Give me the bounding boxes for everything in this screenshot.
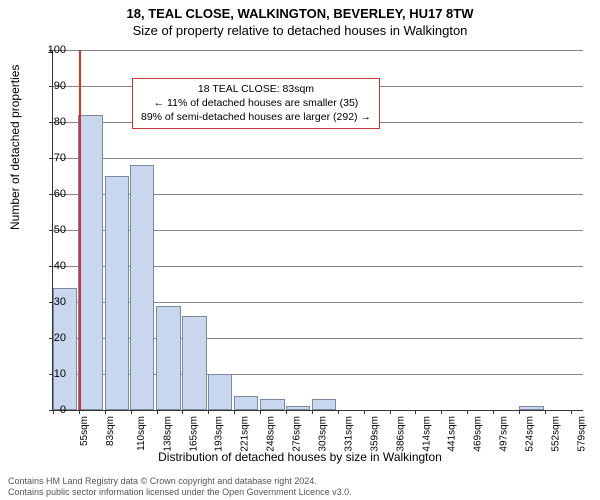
ytick-label: 100 [36,44,66,56]
footer-line2: Contains public sector information licen… [8,487,352,498]
histogram-bar [130,165,154,410]
xtick-label: 55sqm [79,416,90,446]
xtick-mark [208,410,209,414]
histogram-bar [312,399,336,410]
title-main: 18, TEAL CLOSE, WALKINGTON, BEVERLEY, HU… [0,0,600,21]
title-sub: Size of property relative to detached ho… [0,21,600,38]
ytick-label: 20 [36,332,66,344]
xtick-mark [390,410,391,414]
ytick-label: 70 [36,152,66,164]
ytick-label: 80 [36,116,66,128]
histogram-bar [286,406,310,410]
xtick-mark [157,410,158,414]
ytick-label: 60 [36,188,66,200]
xtick-mark [545,410,546,414]
xtick-label: 524sqm [525,416,536,452]
xtick-label: 579sqm [576,416,587,452]
xtick-label: 138sqm [162,416,173,452]
xtick-label: 110sqm [136,416,147,451]
gridline [53,50,583,51]
ytick-label: 90 [36,80,66,92]
xtick-mark [338,410,339,414]
histogram-bar [156,306,180,410]
y-axis-label: Number of detached properties [8,65,22,230]
ytick-label: 40 [36,260,66,272]
xtick-label: 386sqm [395,416,406,452]
histogram-bar [208,374,232,410]
xtick-mark [571,410,572,414]
xtick-label: 193sqm [214,416,225,452]
histogram-bar [234,396,258,410]
xtick-mark [182,410,183,414]
xtick-label: 248sqm [266,416,277,452]
xtick-label: 83sqm [105,416,116,446]
xtick-mark [234,410,235,414]
annotation-box: 18 TEAL CLOSE: 83sqm ← 11% of detached h… [132,78,380,129]
xtick-label: 552sqm [551,416,562,452]
xtick-label: 469sqm [473,416,484,452]
histogram-bar [260,399,284,410]
xtick-label: 441sqm [447,416,458,452]
xtick-label: 221sqm [240,416,251,452]
x-axis-label: Distribution of detached houses by size … [0,450,600,464]
xtick-mark [260,410,261,414]
xtick-mark [286,410,287,414]
xtick-mark [519,410,520,414]
highlight-line [79,50,81,410]
xtick-label: 165sqm [188,416,199,452]
xtick-label: 331sqm [343,416,354,452]
xtick-label: 414sqm [421,416,432,452]
ytick-label: 10 [36,368,66,380]
ytick-label: 0 [36,404,66,416]
gridline [53,158,583,159]
ytick-label: 50 [36,224,66,236]
chart-container: 18, TEAL CLOSE, WALKINGTON, BEVERLEY, HU… [0,0,600,500]
xtick-mark [415,410,416,414]
xtick-mark [131,410,132,414]
histogram-bar [105,176,129,410]
histogram-bar [519,406,543,410]
annotation-line3: 89% of semi-detached houses are larger (… [141,110,371,124]
annotation-line2: ← 11% of detached houses are smaller (35… [141,96,371,110]
xtick-label: 359sqm [369,416,380,452]
xtick-mark [493,410,494,414]
xtick-mark [467,410,468,414]
annotation-line1: 18 TEAL CLOSE: 83sqm [141,82,371,96]
xtick-mark [441,410,442,414]
xtick-mark [312,410,313,414]
xtick-mark [79,410,80,414]
xtick-label: 303sqm [318,416,329,452]
footer: Contains HM Land Registry data © Crown c… [8,476,352,498]
xtick-label: 276sqm [292,416,303,452]
xtick-mark [105,410,106,414]
chart-area: 55sqm83sqm110sqm138sqm165sqm193sqm221sqm… [52,50,582,410]
histogram-bar [78,115,102,410]
ytick-label: 30 [36,296,66,308]
histogram-bar [182,316,206,410]
xtick-label: 497sqm [499,416,510,452]
xtick-mark [364,410,365,414]
footer-line1: Contains HM Land Registry data © Crown c… [8,476,352,487]
